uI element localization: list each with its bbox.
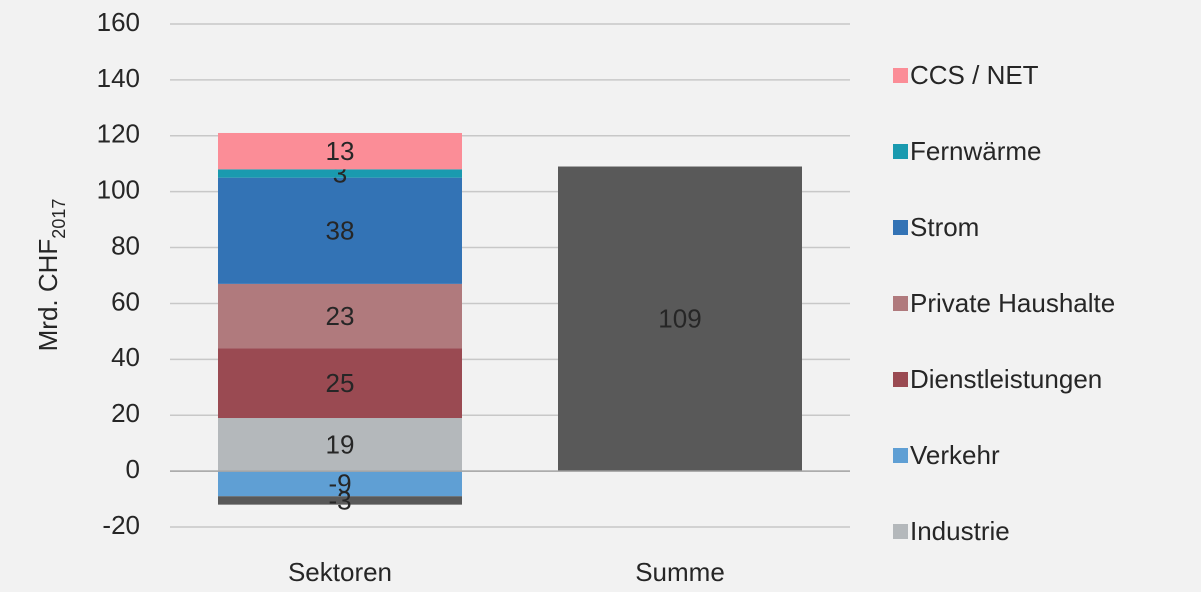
legend-swatch (893, 296, 908, 311)
legend-label: Verkehr (910, 440, 1000, 470)
legend-swatch (893, 524, 908, 539)
y-tick-label: 60 (111, 286, 140, 316)
legend-swatch (893, 448, 908, 463)
x-tick-label: Summe (635, 557, 725, 587)
data-label: 25 (326, 368, 355, 398)
bar-segment (558, 166, 802, 472)
y-tick-label: -20 (102, 510, 140, 540)
legend-label: Dienstleistungen (910, 364, 1102, 394)
y-tick-label: 0 (126, 454, 140, 484)
bar-segment (218, 177, 462, 284)
data-label: 19 (326, 429, 355, 459)
bar-segment (218, 471, 462, 497)
legend-label: CCS / NET (910, 60, 1039, 90)
data-label: -9 (328, 469, 351, 499)
bar-segment (218, 348, 462, 419)
data-label: -3 (328, 485, 351, 515)
bar-segment (218, 283, 462, 349)
legend-swatch (893, 144, 908, 159)
data-label: 23 (326, 301, 355, 331)
bar-segment (218, 496, 462, 505)
y-tick-label: 140 (97, 63, 140, 93)
y-axis-label: Mrd. CHF2017 (33, 199, 69, 352)
bar-segment (218, 418, 462, 472)
legend-label: Private Haushalte (910, 288, 1115, 318)
y-tick-label: 100 (97, 175, 140, 205)
legend-swatch (893, 372, 908, 387)
y-tick-label: 80 (111, 230, 140, 260)
legend-label: Fernwärme (910, 136, 1041, 166)
data-label: 13 (326, 136, 355, 166)
y-tick-label: 160 (97, 7, 140, 37)
bar-segment (218, 169, 462, 178)
data-label: 109 (658, 304, 701, 334)
legend-swatch (893, 68, 908, 83)
legend-label: Industrie (910, 516, 1010, 546)
legend-label: Strom (910, 212, 979, 242)
legend-swatch (893, 220, 908, 235)
x-tick-label: Sektoren (288, 557, 392, 587)
y-tick-label: 120 (97, 119, 140, 149)
bar-segment (218, 132, 462, 170)
y-tick-label: 20 (111, 398, 140, 428)
y-tick-label: 40 (111, 342, 140, 372)
data-label: 38 (326, 216, 355, 246)
